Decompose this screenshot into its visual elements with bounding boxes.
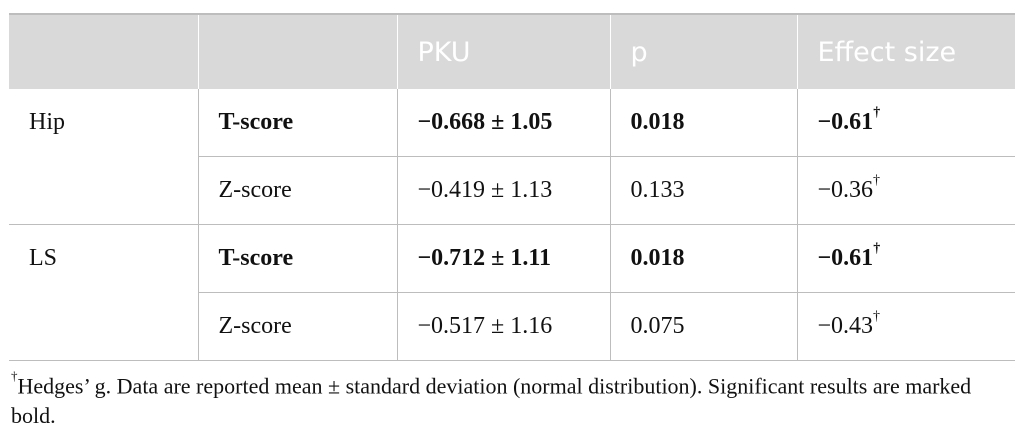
pku-cell: −0.712 ± 1.11	[396, 224, 610, 293]
p-cell: 0.018	[609, 89, 797, 157]
dagger-mark: †	[873, 105, 881, 120]
header-site	[9, 15, 198, 89]
results-table: PKU p Effect size Hip T-score −0.668 ± 1…	[9, 15, 1015, 361]
site-cell: Hip	[9, 89, 198, 225]
table-header: PKU p Effect size	[9, 15, 1015, 89]
effect-cell: −0.61†	[796, 89, 1015, 157]
header-p: p	[609, 15, 797, 89]
footnote-text: Hedges’ g. Data are reported mean ± stan…	[11, 373, 972, 429]
table-row: Hip T-score −0.668 ± 1.05 0.018 −0.61†	[9, 89, 1015, 225]
site-cell: LS	[9, 224, 198, 361]
measure-cell: T-score	[197, 224, 397, 293]
pku-cell: −0.419 ± 1.13	[396, 156, 610, 225]
results-table-wrapper: PKU p Effect size Hip T-score −0.668 ± 1…	[9, 13, 1015, 361]
table-row: Z-score −0.419 ± 1.13 0.133 −0.36†	[9, 156, 1015, 225]
measure-cell: Z-score	[197, 292, 397, 361]
header-row: PKU p Effect size	[9, 15, 1015, 89]
effect-cell: −0.61†	[796, 224, 1015, 293]
table-row: Z-score −0.517 ± 1.16 0.075 −0.43†	[9, 292, 1015, 361]
effect-value: −0.61	[817, 245, 874, 271]
measure-cell: Z-score	[197, 156, 397, 225]
header-pku: PKU	[396, 15, 610, 89]
p-cell: 0.018	[609, 224, 797, 293]
table-footnote: †Hedges’ g. Data are reported mean ± sta…	[11, 366, 1015, 431]
dagger-mark: †	[873, 309, 881, 324]
header-measure	[197, 15, 397, 89]
measure-cell: T-score	[197, 89, 397, 157]
dagger-mark: †	[873, 241, 881, 256]
p-cell: 0.133	[609, 156, 797, 225]
footnote-dagger-mark: †	[11, 368, 18, 383]
table-body: Hip T-score −0.668 ± 1.05 0.018 −0.61† Z…	[9, 89, 1015, 361]
dagger-mark: †	[873, 173, 881, 188]
pku-cell: −0.517 ± 1.16	[396, 292, 610, 361]
effect-value: −0.43	[817, 313, 874, 339]
effect-cell: −0.43†	[796, 292, 1015, 361]
table-row: LS T-score −0.712 ± 1.11 0.018 −0.61†	[9, 224, 1015, 361]
p-cell: 0.075	[609, 292, 797, 361]
effect-cell: −0.36†	[796, 156, 1015, 225]
pku-cell: −0.668 ± 1.05	[396, 89, 610, 157]
effect-value: −0.36	[817, 177, 874, 203]
header-effect-size: Effect size	[796, 15, 1015, 89]
effect-value: −0.61	[817, 109, 874, 135]
